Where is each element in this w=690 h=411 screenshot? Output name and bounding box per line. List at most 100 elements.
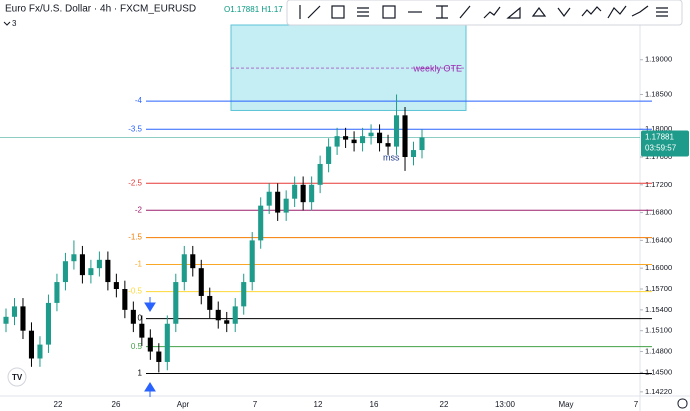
candle-body	[37, 344, 43, 359]
candle-body	[71, 254, 77, 262]
arrow-up	[144, 382, 156, 397]
x-tick-label: 12	[314, 400, 323, 409]
candle-body	[88, 268, 94, 276]
candle-body	[326, 146, 332, 164]
collapse-icon[interactable]	[3, 21, 11, 26]
logo: TV	[7, 367, 27, 387]
y-tick-label: 1.16400	[645, 235, 672, 244]
candle-body	[292, 184, 298, 199]
y-tick-label: 1.16000	[645, 263, 672, 272]
candle-body	[266, 191, 272, 206]
candle-body	[156, 351, 162, 362]
candle-body	[181, 254, 187, 283]
candle-body	[300, 184, 306, 203]
x-tick-label: May	[558, 400, 573, 409]
candle-body	[173, 282, 179, 324]
candle-body	[164, 323, 170, 362]
fib-label: -0.5	[128, 287, 142, 296]
y-tick-label: 1.18000	[645, 124, 672, 133]
candle-body	[232, 306, 238, 324]
candle-body	[377, 132, 383, 144]
candle-body	[147, 337, 153, 352]
x-tick-label: 7	[634, 400, 639, 409]
x-tick-label: 22	[440, 400, 449, 409]
x-tick-label: 22	[54, 400, 63, 409]
candle-body	[122, 289, 128, 310]
candle-body	[385, 143, 391, 147]
candle-body	[96, 259, 102, 269]
candle-body	[309, 184, 315, 203]
y-tick-label: 1.14220	[645, 387, 672, 396]
candle-body	[207, 295, 213, 310]
candle-body	[54, 282, 60, 303]
legend-values: O1.17881 H1.17	[224, 5, 283, 14]
candle-body	[20, 306, 26, 331]
candle-body	[275, 191, 281, 213]
x-tick-label: 7	[253, 400, 258, 409]
countdown-label: 03:59:57	[645, 144, 677, 153]
fib-label: -2.5	[128, 178, 142, 187]
candle-body	[190, 254, 196, 269]
candle-body	[283, 198, 289, 213]
annotation: mss	[383, 152, 400, 162]
x-tick-label: Apr	[177, 400, 190, 409]
fib-label: -4	[135, 96, 143, 105]
candle-body	[419, 137, 425, 151]
candle-body	[334, 136, 340, 147]
x-tick-label: 16	[370, 400, 379, 409]
candle-body	[402, 115, 408, 158]
settings-icon[interactable]	[677, 398, 688, 409]
candle-body	[11, 306, 18, 317]
y-tick-label: 1.17600	[645, 152, 672, 161]
candle-body	[343, 136, 349, 140]
fib-label: -2	[135, 205, 143, 214]
y-tick-label: 1.14800	[645, 347, 672, 356]
candle-body	[317, 163, 323, 185]
y-tick-label: 1.18500	[645, 89, 672, 98]
candle-body	[368, 132, 374, 137]
candle-body	[45, 302, 51, 345]
toolbar-bg	[286, 0, 683, 26]
x-tick-label: 26	[112, 400, 121, 409]
candle-body	[351, 139, 357, 144]
candle-body	[241, 282, 247, 307]
y-tick-label: 1.14500	[645, 367, 672, 376]
candle-body	[198, 268, 204, 296]
toolbar-icons[interactable]	[299, 5, 668, 19]
candle-body	[224, 320, 230, 324]
candle-body	[410, 150, 417, 158]
last-price-badge	[641, 130, 689, 157]
candle-body	[139, 323, 145, 338]
candle-body	[113, 282, 119, 290]
y-tick-label: 1.15400	[645, 305, 672, 314]
candle-body	[79, 254, 85, 276]
candle-body	[360, 136, 366, 144]
y-tick-label: 1.17200	[645, 180, 672, 189]
chart-title: Euro Fx/U.S. Dollar · 4h · FXCM_EURUSD	[5, 4, 196, 15]
candle-body	[3, 316, 9, 324]
svg-text:TV: TV	[12, 373, 23, 382]
indicator-count: 3	[12, 19, 17, 28]
fib-label: -3.5	[128, 124, 142, 133]
candle-body	[62, 261, 68, 283]
drawing-toolbar	[286, 0, 683, 26]
arrow-down	[144, 297, 156, 312]
candle-body	[28, 330, 35, 359]
candle-body	[249, 240, 255, 283]
y-tick-label: 1.19000	[645, 55, 672, 64]
fib-label: -1	[135, 260, 143, 269]
fib-label: 0.5	[131, 342, 143, 351]
y-tick-label: 1.16800	[645, 208, 672, 217]
fib-label: 1	[138, 369, 143, 378]
x-tick-label: 13:00	[495, 400, 516, 409]
candle-body	[130, 309, 136, 324]
candle-body	[215, 309, 221, 321]
candle-body	[393, 115, 400, 147]
y-tick-label: 1.15700	[645, 284, 672, 293]
candle-body	[105, 259, 111, 283]
last-price-label: 1.17881	[645, 133, 674, 142]
candle-body	[258, 205, 264, 241]
y-tick-label: 1.15100	[645, 326, 672, 335]
